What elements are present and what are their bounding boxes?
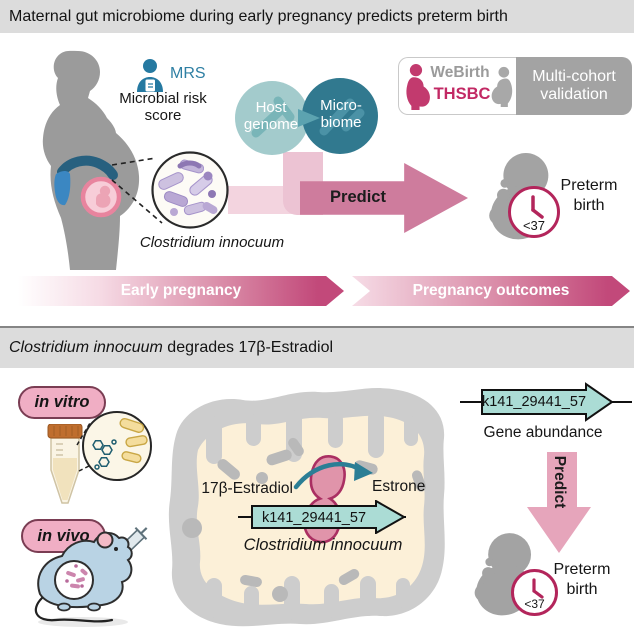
gut-icon — [168, 388, 445, 627]
cohort-secondary-label: THSBC — [433, 85, 491, 103]
tube-icon — [47, 424, 83, 504]
gene-arrow-gut: k141_29441_57 — [236, 500, 408, 534]
pregnant-woman-icon — [42, 50, 140, 270]
cohort-validation-box: WeBirth THSBC Multi-cohort validation — [398, 57, 632, 115]
mrs-abbr: MRS — [170, 65, 206, 82]
preterm-birth-label: Preterm birth — [553, 561, 611, 598]
culture-lens-icon — [82, 411, 152, 481]
timeline-early-label: Early pregnancy — [120, 282, 242, 299]
lens-organism-label: Clostridium innocuum — [139, 234, 285, 251]
gene-name: k141_29441_57 — [481, 394, 587, 410]
panel1-title-banner: Maternal gut microbiome during early pre… — [0, 0, 634, 33]
timeline-outcomes-label: Pregnancy outcomes — [412, 282, 570, 299]
clock-icon: <37 — [508, 186, 560, 238]
timeline-outcomes-arrow: Pregnancy outcomes — [352, 276, 630, 306]
validation-label: Multi-cohort validation — [516, 57, 632, 115]
clock-icon: <37 — [511, 569, 558, 616]
product-label: Estrone — [372, 478, 426, 495]
panel1-title: Maternal gut microbiome during early pre… — [9, 7, 508, 25]
predict-label: Predict — [551, 455, 568, 509]
cohort-panel: WeBirth THSBC — [398, 57, 516, 115]
host-genome-microbiome-venn — [235, 78, 378, 155]
panel2-title-organism: Clostridium innocuum — [9, 339, 163, 356]
panel-divider — [0, 326, 634, 328]
lens-connector-lines — [111, 157, 163, 224]
pregnant-cohort-icon — [491, 66, 513, 107]
colon-icon — [57, 155, 118, 180]
gene-arrow-icon — [238, 500, 407, 534]
gene-abundance-label: Gene abundance — [483, 424, 603, 441]
molecule-icon — [92, 439, 117, 470]
clock-weeks: <37 — [524, 597, 545, 611]
gene-name: k141_29441_57 — [261, 509, 367, 526]
panel2-title-banner: Clostridium innocuum degrades 17β-Estrad… — [0, 328, 634, 368]
cohort-primary-label: WeBirth — [430, 64, 490, 81]
pregnant-cohort-icon — [406, 64, 430, 110]
reaction-arrow-icon — [293, 461, 373, 490]
venn-left-label: Host genome — [243, 99, 299, 133]
mouse-icon — [34, 527, 148, 627]
venn-right-label: Micro-biome — [320, 97, 362, 131]
organism-label: Clostridium innocuum — [243, 536, 403, 554]
timeline-early-arrow: Early pregnancy — [18, 276, 344, 306]
substrate-label: 17β-Estradiol — [201, 480, 293, 497]
panel2-title-rest: degrades 17β-Estradiol — [162, 339, 334, 356]
magnifier-bacteria-icon — [151, 151, 229, 229]
invitro-badge: in vitro — [18, 386, 106, 419]
mrs-label: Microbial risk score — [119, 90, 207, 125]
mrs-person-icon — [137, 59, 163, 92]
baby-icon — [474, 533, 532, 616]
gene-abundance-block: k141_29441_57 Gene abundance — [458, 382, 634, 444]
gene-arrow-icon — [460, 382, 632, 422]
clock-weeks: <37 — [522, 218, 546, 233]
preterm-birth-label: Preterm birth — [560, 177, 618, 214]
predict-label: Predict — [330, 188, 386, 206]
predict-down-arrow — [527, 452, 591, 553]
descending-colon-icon — [54, 171, 71, 206]
